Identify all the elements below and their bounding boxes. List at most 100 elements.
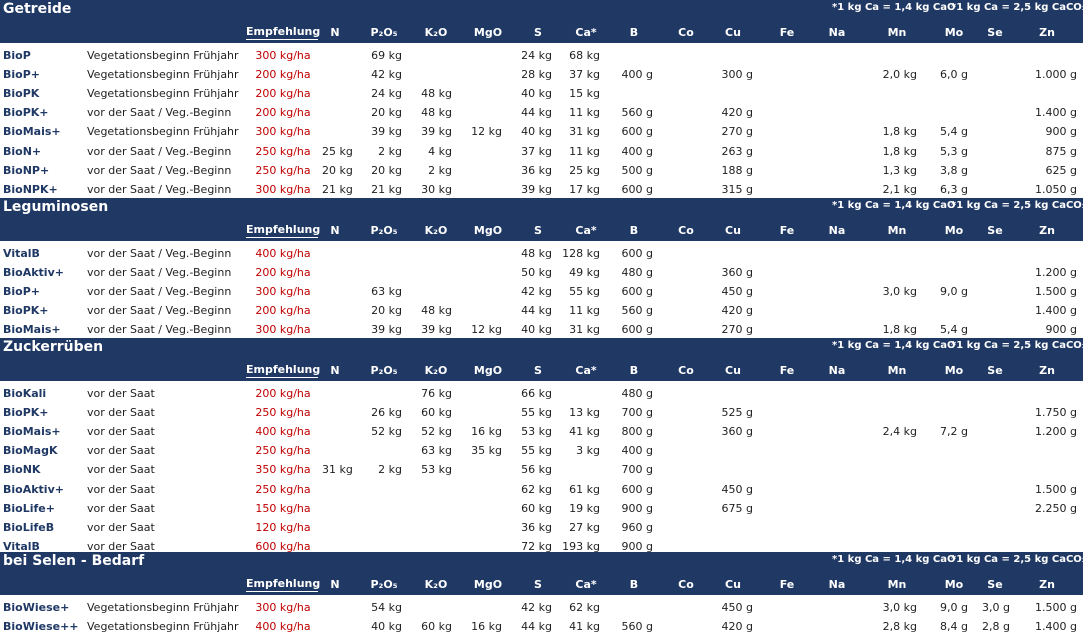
cell-b: 600 g bbox=[605, 483, 653, 496]
header-se: Se bbox=[975, 26, 1015, 39]
cell-s: 62 kg bbox=[510, 483, 552, 496]
cell-mn: 3,0 kg bbox=[872, 285, 917, 298]
product-name: BioLifeB bbox=[3, 521, 54, 534]
cell-p2o5: 20 kg bbox=[360, 106, 402, 119]
cell-p2o5: 2 kg bbox=[360, 145, 402, 158]
cell-mn: 1,8 kg bbox=[872, 323, 917, 336]
header-fe: Fe bbox=[767, 224, 807, 237]
header-se: Se bbox=[975, 364, 1015, 377]
cell-p2o5: 24 kg bbox=[360, 87, 402, 100]
cell-b: 600 g bbox=[605, 183, 653, 196]
cell-mn: 3,0 kg bbox=[872, 601, 917, 614]
header-p2o5: P₂O₅ bbox=[362, 578, 406, 591]
product-name: BioNPK+ bbox=[3, 183, 58, 196]
cell-mn: 2,8 kg bbox=[872, 620, 917, 633]
cell-ca: 19 kg bbox=[558, 502, 600, 515]
cell-mo: 9,0 g bbox=[928, 601, 968, 614]
cell-mn: 2,4 kg bbox=[872, 425, 917, 438]
table-row: BioPK+ vor der Saat / Veg.-Beginn 200 kg/h… bbox=[0, 301, 1083, 320]
cell-empfehlung: 600 kg/ha bbox=[248, 540, 318, 553]
cell-k2o: 48 kg bbox=[412, 304, 452, 317]
cell-ca: 3 kg bbox=[558, 444, 600, 457]
cell-n: 25 kg bbox=[322, 145, 352, 158]
cell-empfehlung: 250 kg/ha bbox=[248, 164, 318, 177]
cell-se: 3,0 g bbox=[975, 601, 1010, 614]
cell-empfehlung: 150 kg/ha bbox=[248, 502, 318, 515]
product-name: BioWiese++ bbox=[3, 620, 79, 633]
header-cu: Cu bbox=[713, 224, 753, 237]
cell-s: 37 kg bbox=[510, 145, 552, 158]
table-row: BioAktiv+ vor der Saat / Veg.-Beginn 200 k… bbox=[0, 263, 1083, 282]
cell-b: 600 g bbox=[605, 125, 653, 138]
cell-mgo: 12 kg bbox=[460, 125, 502, 138]
cell-mo: 8,4 g bbox=[928, 620, 968, 633]
table-row: BioLifeB vor der Saat 120 kg/ha 36 kg 27 kg 9… bbox=[0, 518, 1083, 537]
table-row: BioWiese++ Vegetationsbeginn Frühjahr 400 … bbox=[0, 617, 1083, 636]
application-timing: Vegetationsbeginn Frühjahr bbox=[87, 49, 239, 62]
conversion-note-cao: *1 kg Ca = 1,4 kg CaO bbox=[832, 554, 955, 565]
product-name: VitalB bbox=[3, 247, 40, 260]
product-name: BioMagK bbox=[3, 444, 57, 457]
cell-cu: 450 g bbox=[705, 285, 753, 298]
cell-s: 44 kg bbox=[510, 304, 552, 317]
cell-ca: 11 kg bbox=[558, 145, 600, 158]
cell-ca: 25 kg bbox=[558, 164, 600, 177]
table-row: BioPK Vegetationsbeginn Frühjahr 200 kg/ha… bbox=[0, 84, 1083, 103]
cell-b: 560 g bbox=[605, 106, 653, 119]
cell-b: 400 g bbox=[605, 68, 653, 81]
product-name: BioNK bbox=[3, 463, 40, 476]
cell-ca: 55 kg bbox=[558, 285, 600, 298]
header-zn: Zn bbox=[1025, 364, 1069, 377]
cell-p2o5: 54 kg bbox=[360, 601, 402, 614]
cell-cu: 420 g bbox=[705, 106, 753, 119]
section-title: Zuckerrüben bbox=[3, 339, 103, 355]
header-s: S bbox=[518, 578, 558, 591]
application-timing: vor der Saat bbox=[87, 502, 155, 515]
column-header-row: Empfehlung N P₂O₅ K₂O MgO S Ca* B Co Cu Fe Na Mn Mo Se… bbox=[0, 219, 1083, 241]
cell-k2o: 53 kg bbox=[412, 463, 452, 476]
cell-s: 60 kg bbox=[510, 502, 552, 515]
header-na: Na bbox=[817, 26, 857, 39]
cell-ca: 62 kg bbox=[558, 601, 600, 614]
product-name: BioAktiv+ bbox=[3, 483, 64, 496]
cell-mgo: 35 kg bbox=[460, 444, 502, 457]
cell-b: 560 g bbox=[605, 304, 653, 317]
header-k2o: K₂O bbox=[414, 26, 458, 39]
table-row: BioP+ Vegetationsbeginn Frühjahr 200 kg/ha… bbox=[0, 65, 1083, 84]
cell-empfehlung: 300 kg/ha bbox=[248, 323, 318, 336]
header-mgo: MgO bbox=[466, 26, 510, 39]
application-timing: vor der Saat bbox=[87, 444, 155, 457]
cell-mo: 7,2 g bbox=[928, 425, 968, 438]
table-row: BioNK vor der Saat 350 kg/ha 31 kg 2 kg 53 kg… bbox=[0, 460, 1083, 479]
header-mgo: MgO bbox=[466, 364, 510, 377]
application-timing: vor der Saat bbox=[87, 463, 155, 476]
cell-s: 42 kg bbox=[510, 285, 552, 298]
application-timing: vor der Saat / Veg.-Beginn bbox=[87, 266, 231, 279]
cell-k2o: 48 kg bbox=[412, 106, 452, 119]
product-name: BioLife+ bbox=[3, 502, 55, 515]
cell-p2o5: 39 kg bbox=[360, 323, 402, 336]
table-row: BioAktiv+ vor der Saat 250 kg/ha 62 kg 61 kg… bbox=[0, 480, 1083, 499]
table-row: BioPK+ vor der Saat 250 kg/ha 26 kg 60 kg 55 … bbox=[0, 403, 1083, 422]
cell-p2o5: 69 kg bbox=[360, 49, 402, 62]
cell-zn: 1.400 g bbox=[1020, 620, 1077, 633]
header-ca: Ca* bbox=[566, 26, 606, 39]
header-co: Co bbox=[666, 578, 706, 591]
cell-s: 40 kg bbox=[510, 87, 552, 100]
header-mgo: MgO bbox=[466, 224, 510, 237]
cell-s: 55 kg bbox=[510, 444, 552, 457]
cell-ca: 13 kg bbox=[558, 406, 600, 419]
product-name: BioMais+ bbox=[3, 125, 61, 138]
header-fe: Fe bbox=[767, 364, 807, 377]
header-fe: Fe bbox=[767, 578, 807, 591]
table-row: BioN+ vor der Saat / Veg.-Beginn 250 kg/ha… bbox=[0, 142, 1083, 161]
product-name: BioP+ bbox=[3, 285, 40, 298]
product-name: BioWiese+ bbox=[3, 601, 69, 614]
cell-s: 42 kg bbox=[510, 601, 552, 614]
header-k2o: K₂O bbox=[414, 224, 458, 237]
cell-k2o: 4 kg bbox=[412, 145, 452, 158]
cell-k2o: 76 kg bbox=[412, 387, 452, 400]
cell-b: 700 g bbox=[605, 406, 653, 419]
cell-empfehlung: 400 kg/ha bbox=[248, 425, 318, 438]
cell-k2o: 52 kg bbox=[412, 425, 452, 438]
